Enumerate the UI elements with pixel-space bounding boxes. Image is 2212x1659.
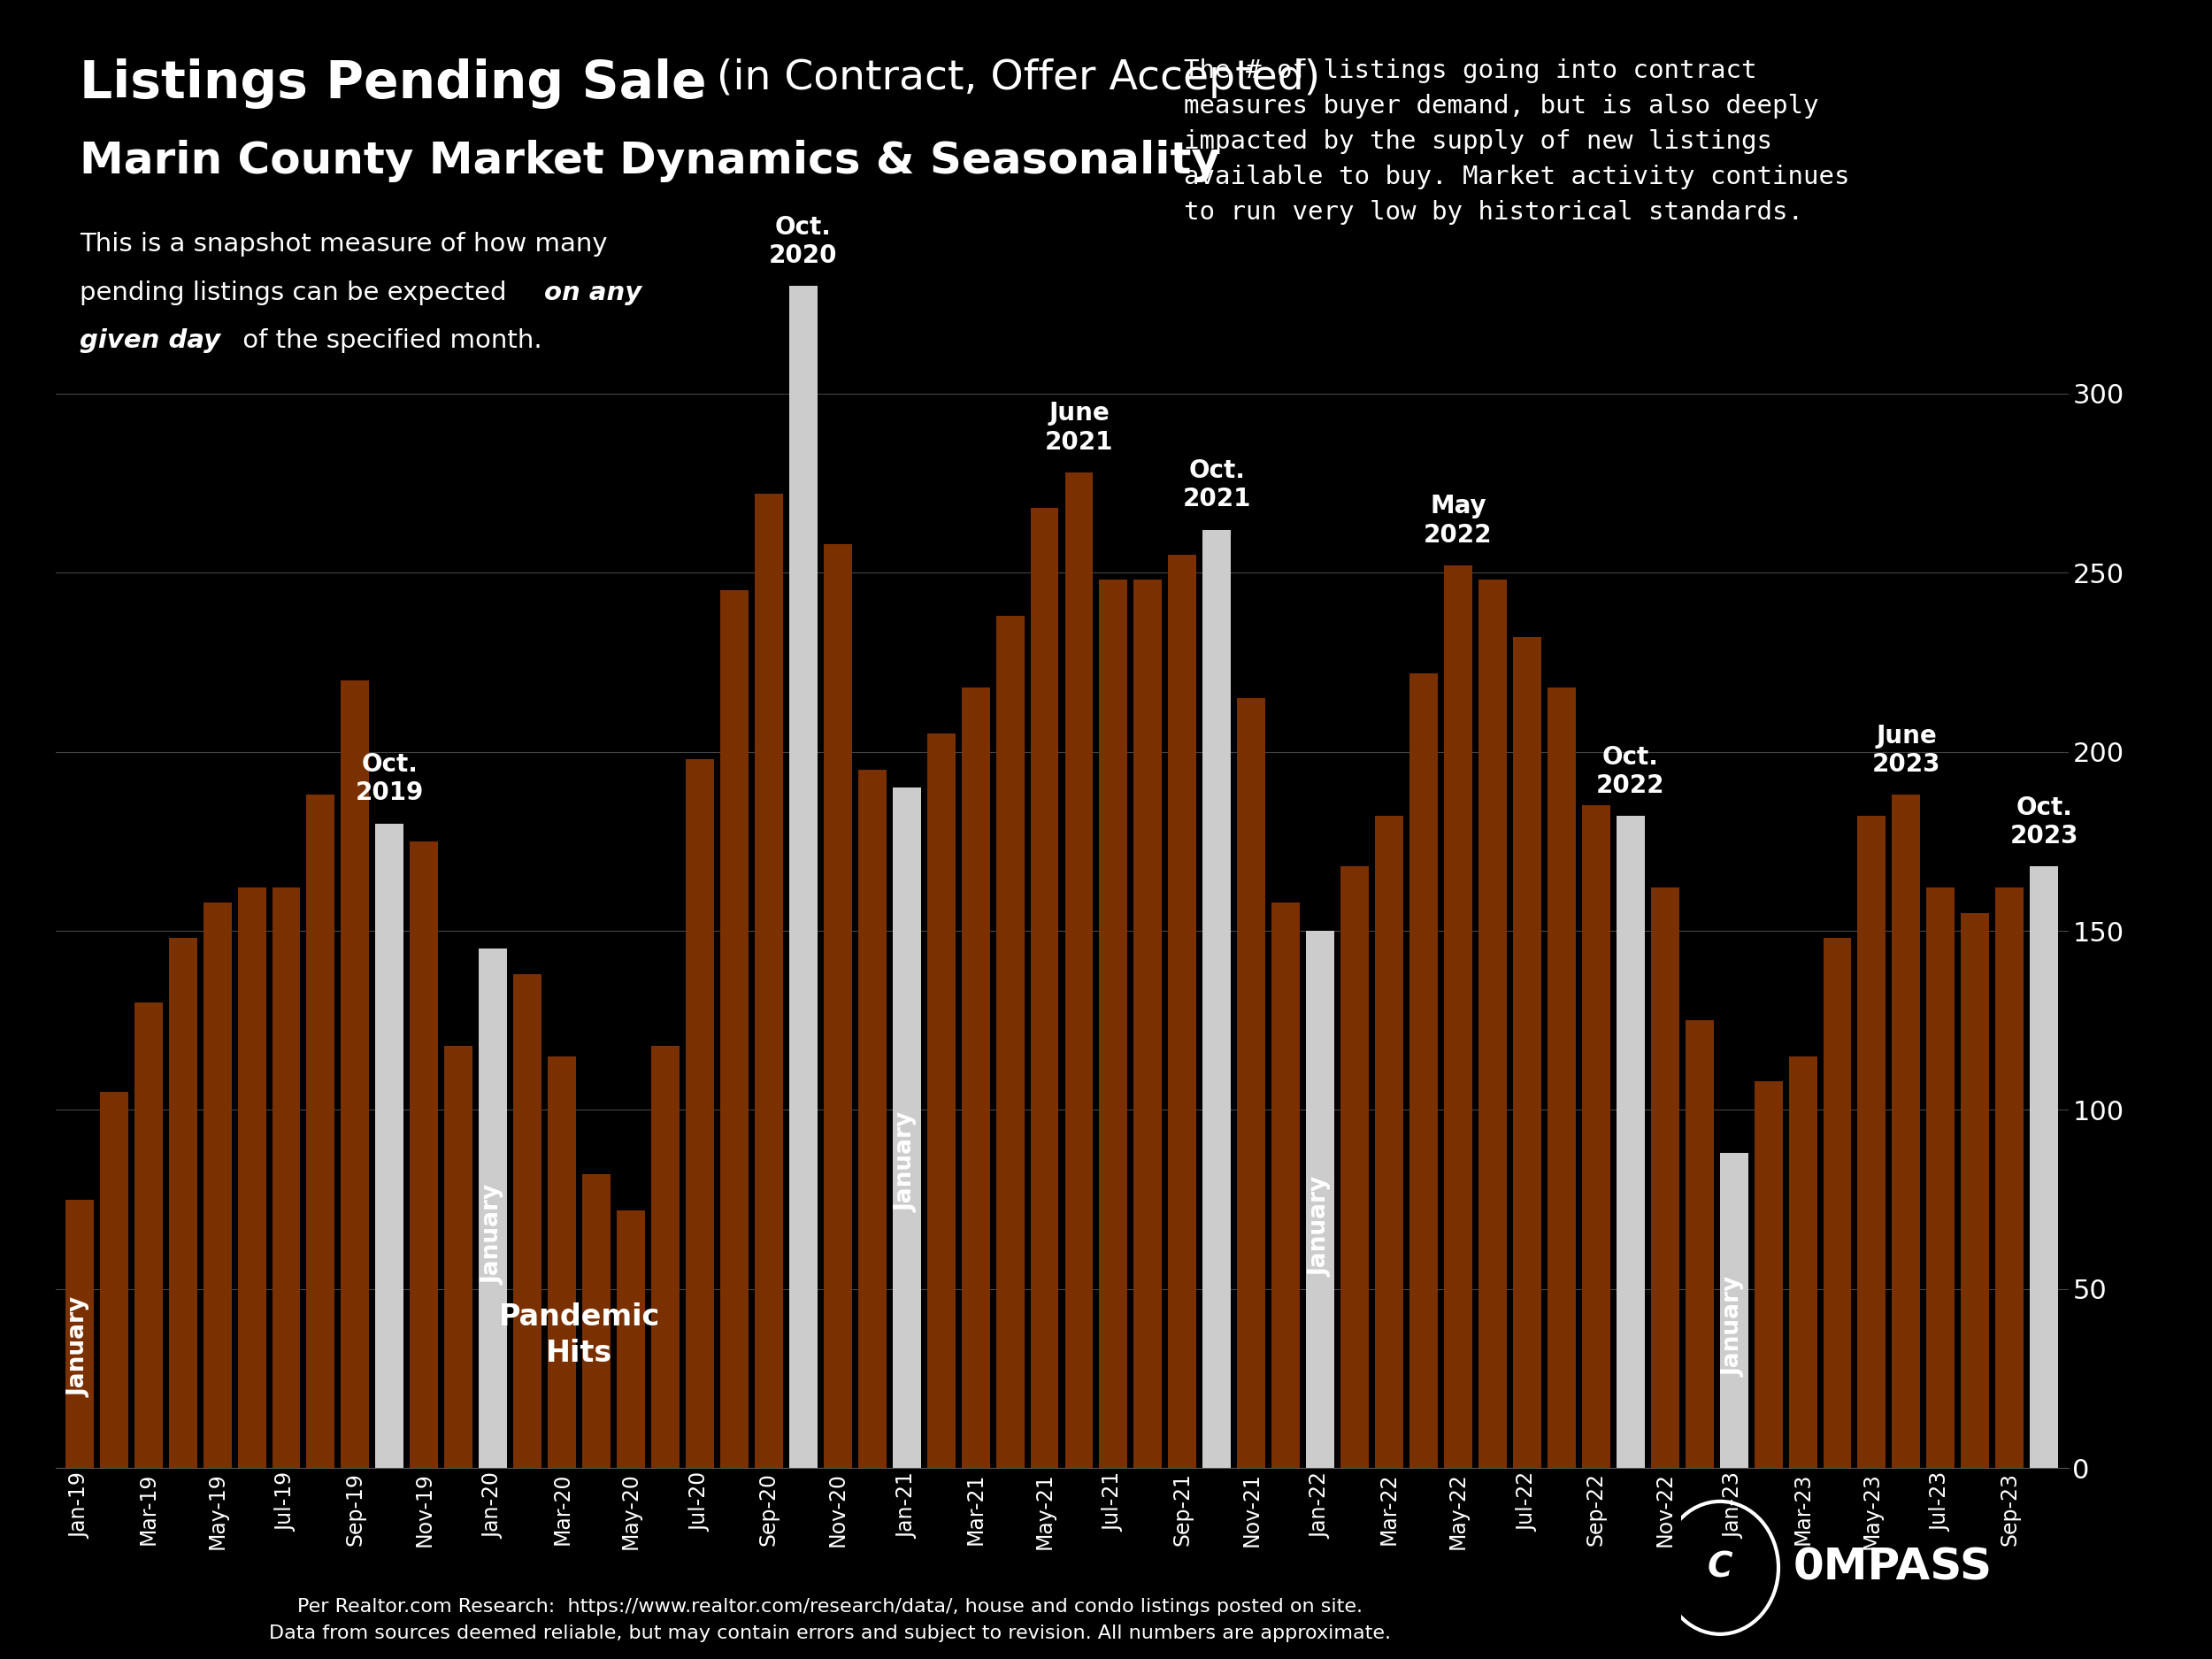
Bar <box>1754 1082 1783 1468</box>
Text: Oct.
2023: Oct. 2023 <box>2011 795 2079 848</box>
Text: This is a snapshot measure of how many: This is a snapshot measure of how many <box>80 232 608 257</box>
Bar <box>1927 888 1955 1468</box>
Bar <box>1168 554 1197 1468</box>
Bar <box>1099 579 1128 1468</box>
Bar <box>927 733 956 1468</box>
Text: Oct.
2020: Oct. 2020 <box>770 214 838 269</box>
Bar <box>582 1175 611 1468</box>
Bar <box>1031 508 1060 1468</box>
Text: June
2021: June 2021 <box>1044 401 1113 455</box>
Text: given day: given day <box>80 328 221 353</box>
Bar <box>1444 566 1473 1468</box>
Bar <box>1891 795 1920 1468</box>
Bar <box>995 615 1024 1468</box>
Bar <box>617 1211 646 1468</box>
Bar <box>891 788 920 1468</box>
Bar <box>686 758 714 1468</box>
Text: (in Contract, Offer Accepted): (in Contract, Offer Accepted) <box>703 58 1321 98</box>
Bar <box>376 823 405 1468</box>
Bar <box>1995 888 2024 1468</box>
Text: Oct.
2021: Oct. 2021 <box>1183 458 1252 511</box>
Bar <box>341 680 369 1468</box>
Bar <box>1272 902 1301 1468</box>
Bar <box>307 795 334 1468</box>
Bar <box>1582 806 1610 1468</box>
Bar <box>1409 674 1438 1468</box>
Bar <box>272 888 301 1468</box>
Text: January: January <box>69 1297 91 1397</box>
Bar <box>650 1045 679 1468</box>
Bar <box>409 841 438 1468</box>
Bar <box>237 888 265 1468</box>
Bar <box>1237 698 1265 1468</box>
Bar <box>1719 1153 1747 1468</box>
Text: May
2022: May 2022 <box>1425 494 1493 547</box>
Bar <box>790 285 818 1468</box>
Bar <box>513 974 542 1468</box>
Text: of the specified month.: of the specified month. <box>234 328 542 353</box>
Text: Data from sources deemed reliable, but may contain errors and subject to revisio: Data from sources deemed reliable, but m… <box>268 1624 1391 1642</box>
Text: Listings Pending Sale: Listings Pending Sale <box>80 58 706 108</box>
Text: January: January <box>896 1112 918 1213</box>
Text: pending listings can be expected: pending listings can be expected <box>80 280 515 305</box>
Bar <box>135 1002 161 1468</box>
Bar <box>1203 529 1232 1468</box>
Text: January: January <box>482 1185 504 1284</box>
Text: C: C <box>1708 1551 1732 1584</box>
Bar <box>1790 1057 1816 1468</box>
Bar <box>858 770 887 1468</box>
Bar <box>1548 687 1575 1468</box>
Bar <box>1135 579 1161 1468</box>
Text: January: January <box>1310 1176 1332 1276</box>
Bar <box>1376 816 1402 1468</box>
Bar <box>204 902 232 1468</box>
Text: June
2023: June 2023 <box>1871 723 1940 776</box>
Text: Pandemic
Hits: Pandemic Hits <box>498 1302 659 1369</box>
Bar <box>754 494 783 1468</box>
Bar <box>721 591 748 1468</box>
Bar <box>1686 1020 1714 1468</box>
Bar <box>1650 888 1679 1468</box>
Bar <box>1962 912 1989 1468</box>
Bar <box>1823 937 1851 1468</box>
Text: Oct.
2019: Oct. 2019 <box>356 752 425 806</box>
Text: The # of listings going into contract
measures buyer demand, but is also deeply
: The # of listings going into contract me… <box>1183 58 1849 224</box>
Bar <box>1340 866 1369 1468</box>
Bar <box>100 1092 128 1468</box>
Text: Per Realtor.com Research:  https://www.realtor.com/research/data/, house and con: Per Realtor.com Research: https://www.re… <box>296 1598 1363 1616</box>
Text: Oct.
2022: Oct. 2022 <box>1597 745 1666 798</box>
Bar <box>823 544 852 1468</box>
Bar <box>549 1057 575 1468</box>
Text: January: January <box>1723 1276 1745 1377</box>
Bar <box>962 687 989 1468</box>
Bar <box>1478 579 1506 1468</box>
Bar <box>1617 816 1644 1468</box>
Bar <box>1305 931 1334 1468</box>
Bar <box>66 1199 93 1468</box>
Bar <box>445 1045 473 1468</box>
Text: on any: on any <box>544 280 641 305</box>
Bar <box>480 949 507 1468</box>
Text: Marin County Market Dynamics & Seasonality: Marin County Market Dynamics & Seasonali… <box>80 139 1221 182</box>
Bar <box>2031 866 2057 1468</box>
Bar <box>1513 637 1542 1468</box>
Bar <box>168 937 197 1468</box>
Bar <box>1858 816 1887 1468</box>
Text: 0MPASS: 0MPASS <box>1794 1546 1993 1589</box>
Bar <box>1064 473 1093 1468</box>
